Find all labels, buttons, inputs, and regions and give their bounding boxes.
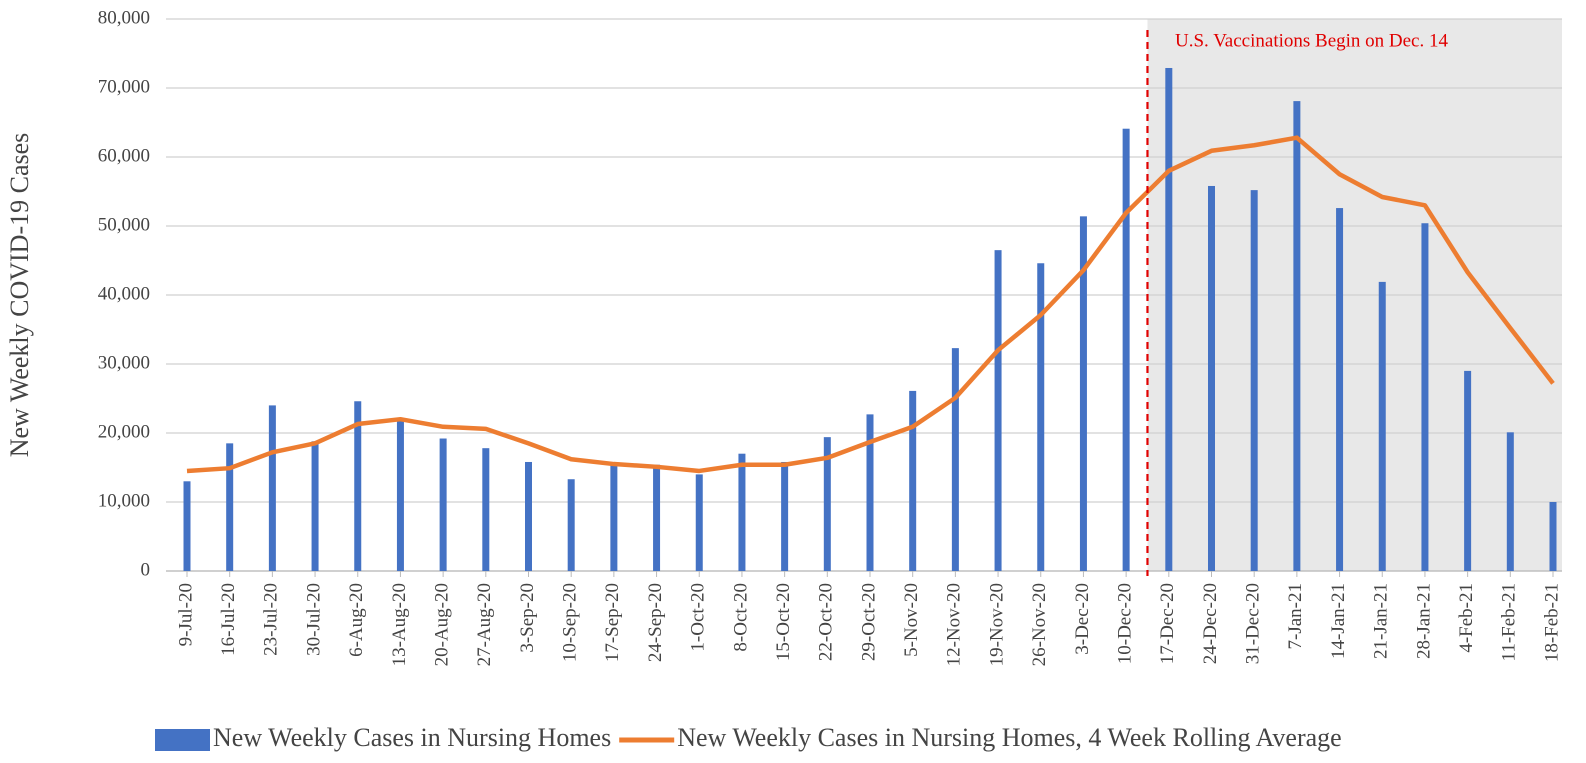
line: [186, 135, 1555, 474]
bar: [1079, 216, 1087, 571]
y-tick-label: 0: [141, 559, 151, 580]
x-tick-label: 16-Jul-20: [218, 583, 239, 656]
bar: [439, 438, 447, 571]
x-tick-label: 23-Jul-20: [261, 583, 282, 656]
bar: [482, 448, 490, 571]
y-tick-label: 70,000: [98, 76, 150, 97]
x-tick-label: 24-Sep-20: [645, 583, 666, 662]
bar: [951, 348, 959, 571]
bar: [1208, 185, 1215, 572]
y-tick-label: 80,000: [98, 7, 150, 28]
bar: [1122, 128, 1130, 571]
y-tick-label: 40,000: [98, 283, 150, 304]
y-tick-label: 20,000: [98, 421, 150, 442]
y-axis-label: New Weekly COVID-19 Cases: [5, 133, 34, 458]
x-tick-label: 31-Dec-20: [1243, 583, 1264, 664]
x-tick-label: 3-Sep-20: [517, 583, 538, 653]
legend-label: New Weekly Cases in Nursing Homes, 4 Wee…: [677, 723, 1341, 752]
bar: [1421, 223, 1429, 572]
legend-label: New Weekly Cases in Nursing Homes: [213, 723, 611, 752]
bar: [1464, 370, 1472, 571]
bar: [695, 474, 703, 571]
bar: [909, 390, 917, 571]
bar: [1549, 502, 1557, 571]
x-tick-label: 21-Jan-21: [1371, 583, 1392, 659]
x-tick-label: 8-Oct-20: [730, 583, 751, 652]
bar: [311, 441, 319, 571]
x-tick-label: 12-Nov-20: [944, 583, 965, 666]
x-tick-label: 14-Jan-21: [1328, 583, 1349, 659]
bar: [525, 461, 532, 571]
bar: [1037, 263, 1045, 571]
bar: [354, 401, 362, 571]
bar: [781, 461, 789, 571]
bar: [1336, 208, 1344, 571]
x-tick-label: 3-Dec-20: [1072, 583, 1093, 655]
bar: [396, 419, 404, 571]
x-tick-label: 15-Oct-20: [773, 583, 794, 661]
x-tick-label: 11-Feb-21: [1499, 583, 1520, 661]
x-tick-label: 30-Jul-20: [303, 583, 324, 656]
y-tick-label: 60,000: [98, 145, 150, 166]
bar: [226, 443, 234, 571]
x-tick-label: 22-Oct-20: [816, 583, 837, 661]
x-tick-label: 17-Sep-20: [602, 583, 623, 662]
x-tick-label: 29-Oct-20: [858, 583, 879, 661]
bar: [183, 481, 191, 571]
x-tick-label: 10-Dec-20: [1114, 583, 1135, 664]
x-tick-label: 10-Sep-20: [560, 583, 581, 662]
y-tick-label: 30,000: [98, 352, 150, 373]
bar: [1506, 432, 1514, 571]
y-tick-label: 10,000: [98, 490, 150, 511]
bar: [866, 414, 874, 571]
bar: [738, 453, 746, 571]
x-tick-label: 19-Nov-20: [986, 583, 1007, 666]
bar: [994, 250, 1002, 571]
x-tick-label: 1-Oct-20: [688, 583, 709, 652]
bar: [1165, 67, 1173, 572]
bar: [1378, 281, 1386, 571]
x-tick-label: 20-Aug-20: [431, 583, 452, 666]
x-tick-label: 9-Jul-20: [175, 583, 196, 646]
bar: [1250, 190, 1258, 571]
bar: [823, 437, 831, 571]
bar: [653, 464, 661, 571]
legend-swatch: [155, 729, 210, 751]
x-tick-label: 4-Feb-21: [1456, 583, 1477, 653]
bar: [1293, 101, 1301, 572]
x-tick-label: 18-Feb-21: [1541, 583, 1562, 662]
annotation: U.S. Vaccinations Begin on Dec. 14: [1175, 30, 1448, 51]
y-tick-label: 50,000: [98, 214, 150, 235]
x-tick-label: 24-Dec-20: [1200, 583, 1221, 664]
x-tick-label: 26-Nov-20: [1029, 583, 1050, 666]
x-tick-label: 5-Nov-20: [901, 583, 922, 657]
bar: [268, 405, 276, 571]
x-tick-label: 17-Dec-20: [1157, 583, 1178, 664]
x-tick-label: 7-Jan-21: [1285, 583, 1306, 649]
x-tick-label: 27-Aug-20: [474, 583, 495, 666]
x-tick-label: 6-Aug-20: [346, 583, 367, 657]
x-tick-label: 28-Jan-21: [1413, 583, 1434, 659]
bar: [567, 479, 575, 571]
x-tick-label: 13-Aug-20: [389, 583, 410, 666]
bar: [610, 464, 618, 571]
